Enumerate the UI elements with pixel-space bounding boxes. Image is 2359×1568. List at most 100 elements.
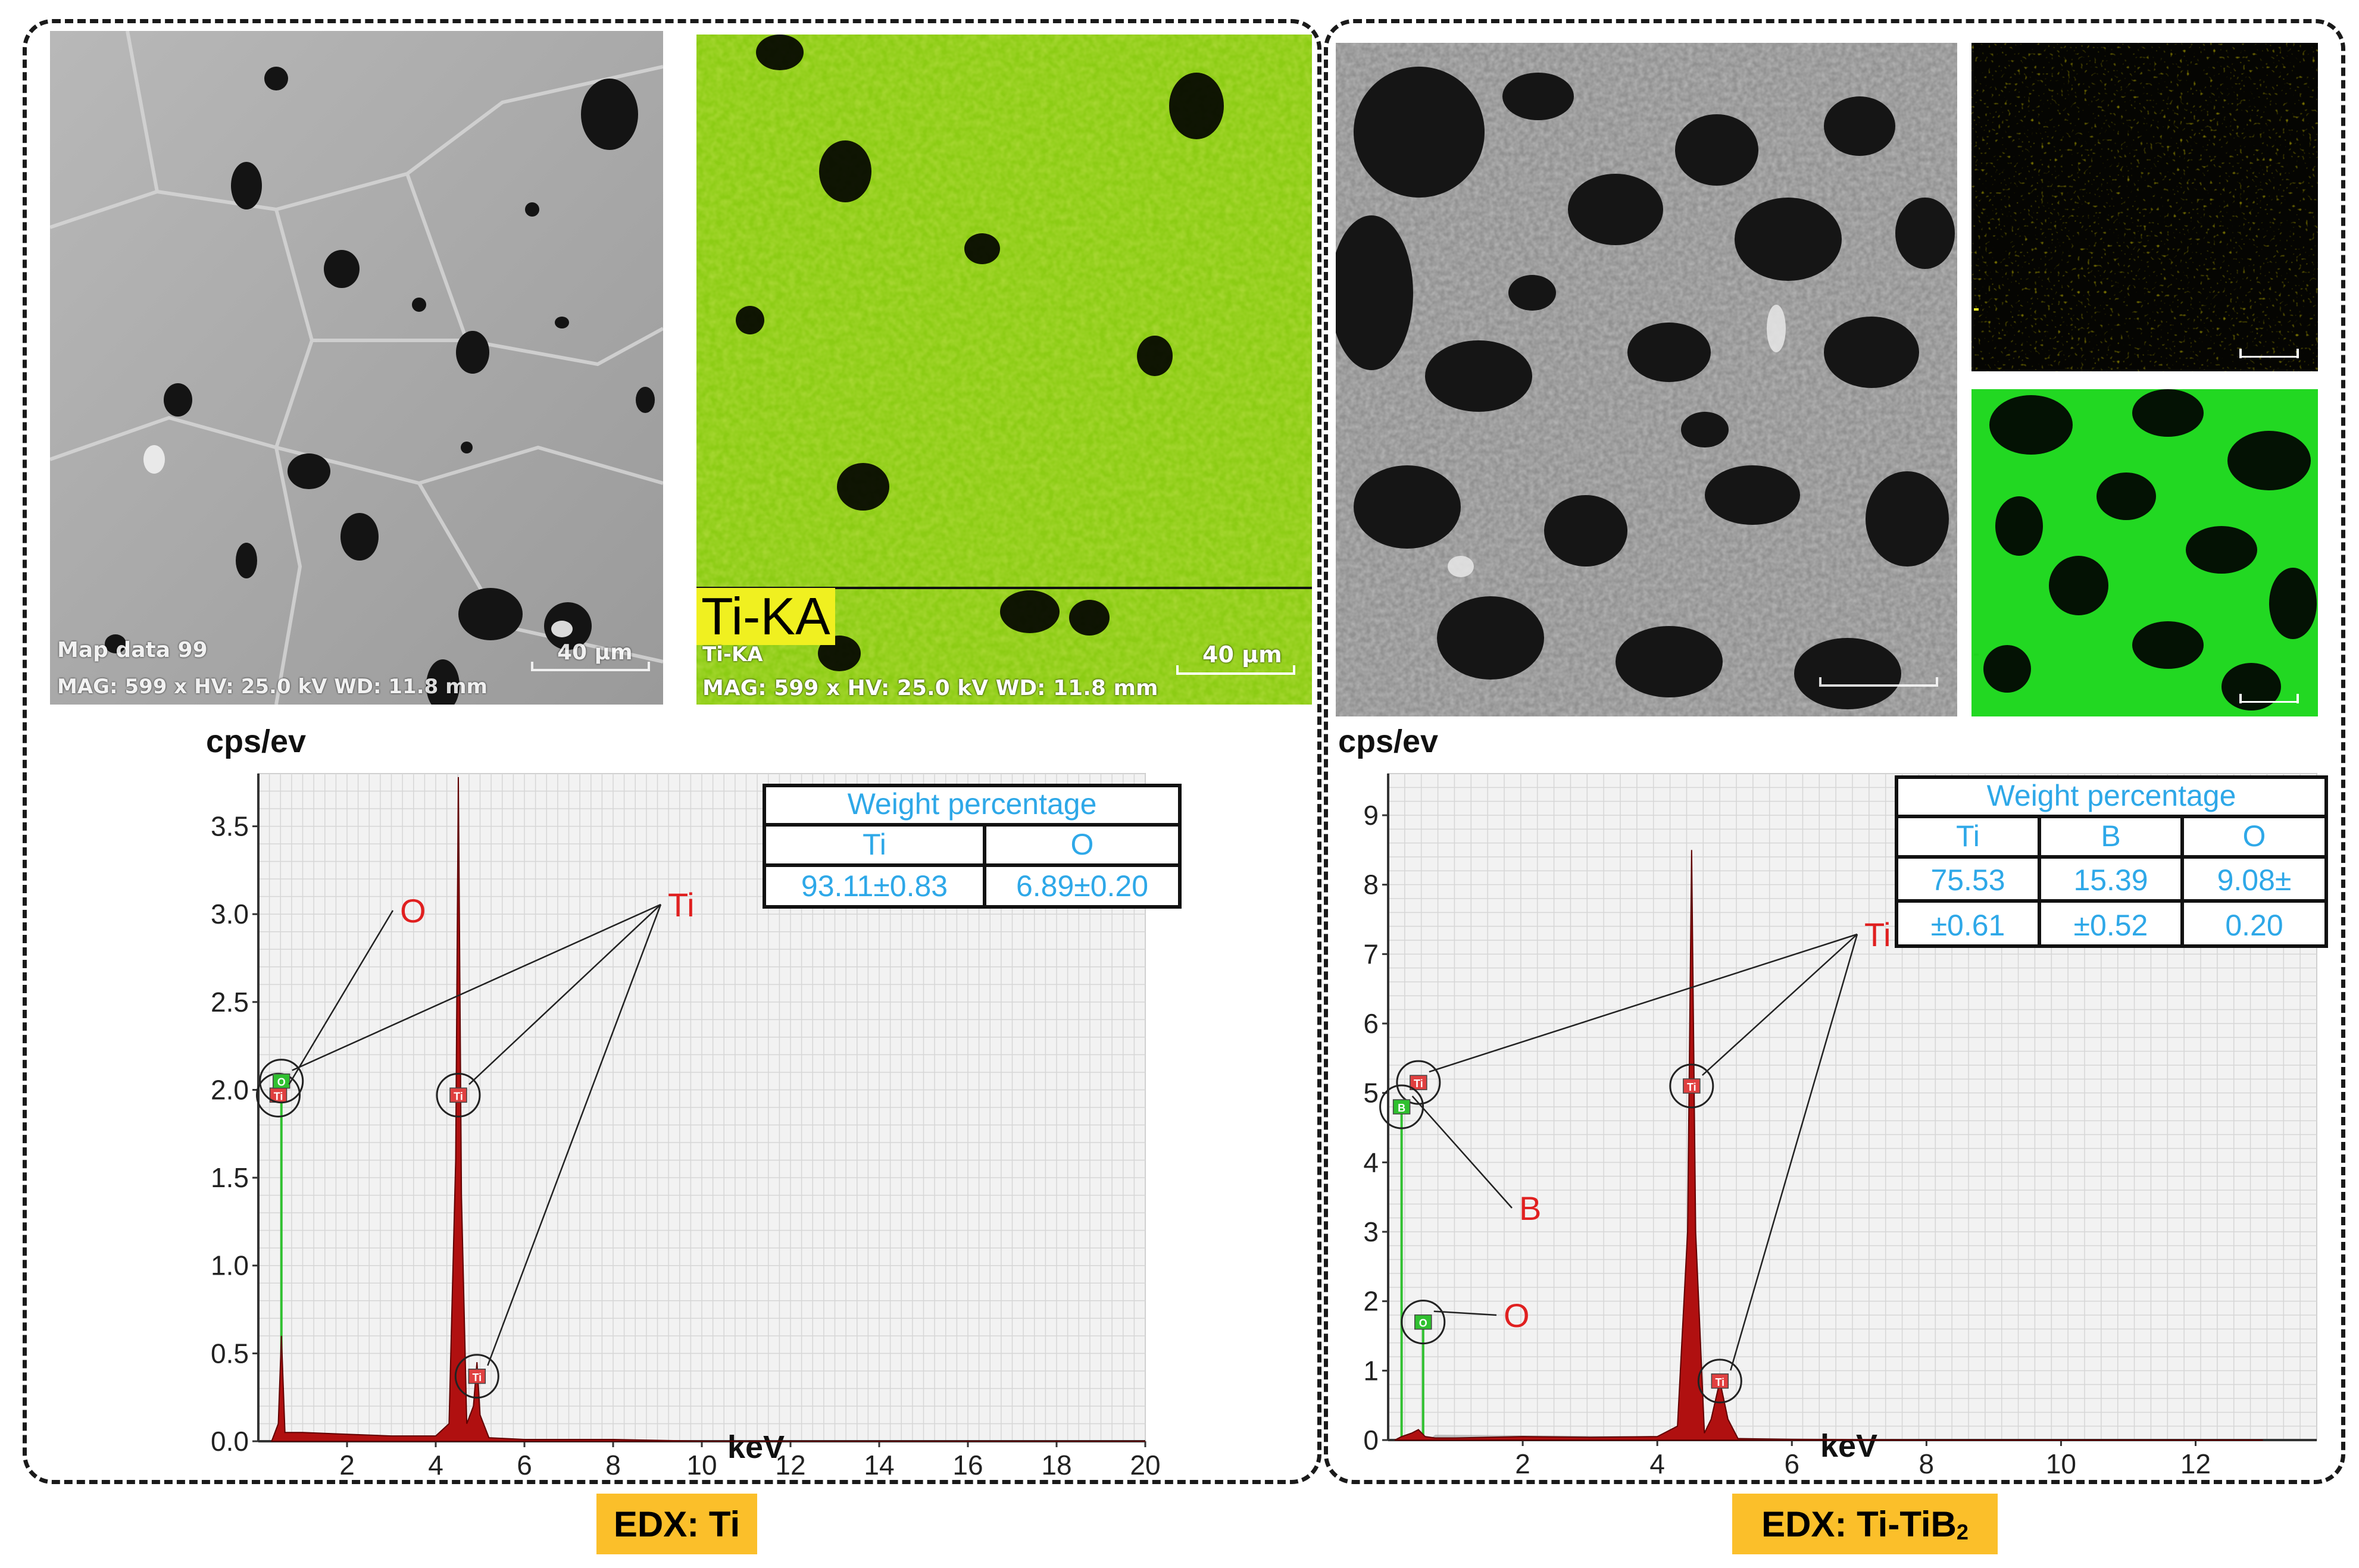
tib2-ti-ka-map-texture bbox=[1971, 389, 2318, 716]
callout-leader bbox=[1701, 934, 1858, 1076]
weight-table bbox=[1895, 775, 2328, 948]
x-tick-label: 8 bbox=[1919, 1448, 1935, 1479]
caption-ti-text: EDX: Ti bbox=[613, 1504, 740, 1544]
peak-marker-label: Ti bbox=[1687, 1081, 1696, 1093]
x-tick-label: 6 bbox=[517, 1450, 532, 1481]
y-tick-label: 0.5 bbox=[211, 1338, 249, 1369]
y-tick-label: 1.0 bbox=[211, 1250, 249, 1281]
peak-marker-label: O bbox=[1419, 1317, 1427, 1329]
ti-sem-micrograph: Map data 99 MAG: 599 x HV: 25.0 kV WD: 1… bbox=[50, 31, 663, 705]
y-tick-label: 0.0 bbox=[211, 1426, 249, 1457]
x-tick-label: 10 bbox=[2046, 1448, 2076, 1479]
ti-ka-map-texture bbox=[696, 35, 1312, 705]
x-tick-label: 14 bbox=[864, 1450, 894, 1481]
callout-leader bbox=[487, 904, 662, 1366]
caption-ti: EDX: Ti bbox=[596, 1494, 757, 1554]
caption-ti-tib2: EDX: Ti-TiB 2 bbox=[1732, 1494, 1998, 1554]
ti-ka-map: Ti-KA Ti-KA MAG: 599 x HV: 25.0 kV WD: 1… bbox=[696, 35, 1312, 705]
peak-marker-box bbox=[1410, 1075, 1427, 1090]
weight-table-title: Weight percentage bbox=[1987, 779, 2236, 812]
peak-marker-label: Ti bbox=[1414, 1078, 1423, 1090]
tib2-sem-micrograph bbox=[1336, 43, 1957, 716]
tib2-sem-texture bbox=[1336, 43, 1957, 716]
caption-ti-tib2-text: EDX: Ti-TiB bbox=[1761, 1504, 1957, 1544]
x-tick-label: 12 bbox=[775, 1450, 805, 1481]
panel-ti-frame bbox=[23, 19, 1321, 1484]
peak-marker-circle bbox=[436, 1072, 481, 1118]
callout-label: Ti bbox=[1864, 916, 1891, 953]
x-tick-label: 16 bbox=[952, 1450, 983, 1481]
x-tick-label: 12 bbox=[2180, 1448, 2211, 1479]
tib2-ti-ka-map bbox=[1971, 389, 2318, 716]
x-tick-label: 8 bbox=[605, 1450, 621, 1481]
y-tick-label: 2 bbox=[1363, 1286, 1379, 1317]
ti-ka-map-divider bbox=[696, 587, 1312, 589]
b-k-map-tag bbox=[1974, 308, 1979, 311]
callout-label: Ti bbox=[668, 886, 695, 924]
ti-sem-map-label: Map data 99 bbox=[57, 638, 208, 662]
y-tick-label: 3.5 bbox=[211, 811, 249, 842]
spectrum-series bbox=[1394, 850, 2263, 1441]
peak-marker-circle bbox=[1697, 1359, 1742, 1404]
callout-label: O bbox=[400, 892, 426, 929]
ti-ka-map-info: MAG: 599 x HV: 25.0 kV WD: 11.8 mm bbox=[702, 676, 1158, 700]
ti-ka-map-scale-bar bbox=[1176, 665, 1295, 675]
ti-ka-map-small-label: Ti-KA bbox=[702, 643, 763, 666]
peak-marker-label: Ti bbox=[454, 1090, 463, 1102]
peak-marker-circle bbox=[259, 1059, 304, 1104]
x-tick-label: 20 bbox=[1130, 1450, 1160, 1481]
weight-table-title: Weight percentage bbox=[848, 787, 1097, 821]
peak-marker-label: Ti bbox=[1715, 1376, 1724, 1388]
x-axis-label: keV bbox=[1820, 1428, 1877, 1464]
weight-table-cell: 75.53 bbox=[1930, 863, 2005, 897]
weight-table-cell: 9.08± bbox=[2217, 863, 2292, 897]
peak-marker-box bbox=[1711, 1373, 1729, 1389]
y-tick-label: 9 bbox=[1363, 800, 1379, 831]
y-axis-label: cps/ev bbox=[206, 724, 306, 759]
weight-table-cell: ±0.52 bbox=[2074, 909, 2148, 942]
edx-ti-spectrum-chart: 0.0 0.5 1.0 1.5 2.0 2.5 3.0 3.5 2 4 6 8 10 12 14 16 18 20… bbox=[206, 724, 1182, 1481]
weight-table bbox=[763, 784, 1182, 909]
peak-marker-circle bbox=[1401, 1300, 1446, 1345]
peak-marker-label: O bbox=[277, 1076, 286, 1088]
callout-leader bbox=[1433, 1310, 1497, 1316]
peak-marker-label: B bbox=[1398, 1102, 1405, 1114]
weight-table-cell: O bbox=[2243, 819, 2266, 853]
panel-tib2-frame bbox=[1324, 19, 2345, 1484]
y-tick-label: 4 bbox=[1363, 1147, 1379, 1178]
ti-sem-info: MAG: 599 x HV: 25.0 kV WD: 11.8 mm bbox=[57, 675, 488, 699]
callout-leader bbox=[1429, 933, 1858, 1073]
x-tick-label: 2 bbox=[1515, 1448, 1530, 1479]
y-axis-label: cps/ev bbox=[1338, 724, 1438, 759]
peak-marker-circle bbox=[454, 1354, 499, 1399]
weight-table-cell: 15.39 bbox=[2073, 863, 2148, 897]
peak-marker-circle bbox=[1669, 1063, 1714, 1109]
tib2-ti-ka-map-scale-bar bbox=[2239, 694, 2299, 703]
x-tick-label: 6 bbox=[1784, 1448, 1799, 1479]
tib2-sem-scale-bar bbox=[1819, 677, 1938, 687]
y-tick-label: 1.5 bbox=[211, 1162, 249, 1193]
weight-table-cell: Ti bbox=[1956, 819, 1980, 853]
x-tick-label: 4 bbox=[1649, 1448, 1665, 1479]
b-k-map-scale-bar bbox=[2239, 349, 2299, 358]
y-tick-label: 3 bbox=[1363, 1216, 1379, 1247]
y-tick-label: 1 bbox=[1363, 1355, 1379, 1386]
y-tick-label: 7 bbox=[1363, 938, 1379, 969]
callout-leader bbox=[292, 903, 661, 1071]
callout-leader bbox=[1730, 934, 1858, 1371]
ti-ka-map-tag: Ti-KA bbox=[696, 588, 835, 645]
peak-marker-box bbox=[1392, 1099, 1411, 1115]
y-tick-label: 2.5 bbox=[211, 987, 249, 1018]
peak-marker-box bbox=[449, 1087, 467, 1103]
peak-marker-label: Ti bbox=[472, 1372, 482, 1384]
caption-ti-tib2-subscript: 2 bbox=[1956, 1520, 1969, 1544]
peak-marker-box bbox=[1683, 1078, 1701, 1094]
y-tick-label: 0 bbox=[1363, 1425, 1379, 1456]
callout-leader bbox=[468, 904, 661, 1085]
callout-leader bbox=[1411, 1096, 1513, 1209]
b-k-map bbox=[1971, 43, 2318, 371]
weight-table-cell: 0.20 bbox=[2225, 909, 2283, 942]
y-tick-label: 3.0 bbox=[211, 899, 249, 929]
peak-marker-box bbox=[1414, 1314, 1432, 1330]
